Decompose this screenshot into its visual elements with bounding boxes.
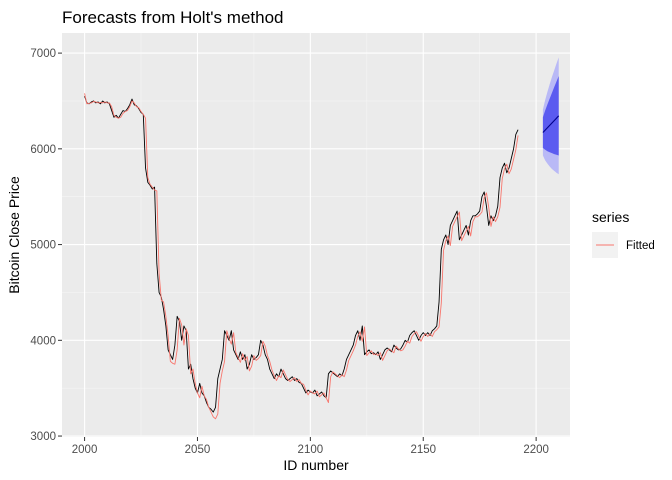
x-tick-label: 2200	[523, 444, 549, 456]
x-tick-label: 2100	[298, 444, 324, 456]
series-lines	[84, 93, 560, 420]
forecast-mean-line	[542, 115, 560, 133]
chart-title: Forecasts from Holt's method	[62, 8, 283, 27]
legend-title: series	[592, 209, 629, 225]
x-tick-label: 2150	[410, 444, 436, 456]
x-tick-label: 2000	[72, 444, 98, 456]
y-tick-label: 4000	[30, 335, 56, 347]
legend-label-fitted: Fitted	[626, 240, 655, 252]
y-tick-label: 5000	[30, 240, 56, 252]
plot-panel	[62, 33, 570, 437]
minor-gridlines	[62, 33, 570, 437]
legend: series Fitted	[592, 209, 655, 258]
x-axis-title: ID number	[283, 457, 349, 473]
y-tick-label: 3000	[30, 431, 56, 443]
major-gridlines	[62, 33, 570, 437]
y-tick-label: 7000	[30, 48, 56, 60]
axis-ticks: 2000 2050 2100 2150 2200 3000 4000 5000 6000 7000	[30, 48, 549, 456]
forecast-pi80-band	[542, 76, 559, 156]
y-tick-label: 6000	[30, 144, 56, 156]
forecast-intervals	[542, 57, 559, 175]
fitted-series-line	[84, 93, 519, 420]
y-axis-title: Bitcoin Close Price	[6, 176, 22, 294]
x-tick-label: 2050	[185, 444, 211, 456]
